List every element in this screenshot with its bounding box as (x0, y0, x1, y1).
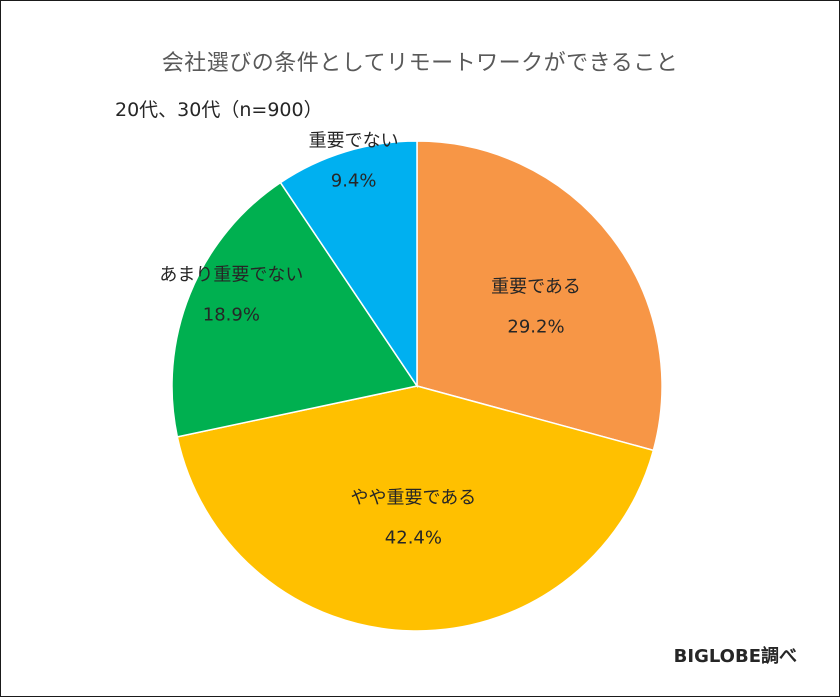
slice-category-label: あまり重要でない (159, 264, 303, 285)
chart-subtitle: 20代、30代（n=900） (115, 99, 323, 121)
pie-labels: 重要である 29.2% やや重要である 42.4% あまり重要でない 18.9% 重要でない… (159, 130, 581, 548)
pie-slices (171, 140, 663, 632)
pie-slice (416, 140, 663, 452)
slice-value-label: 9.4% (331, 170, 377, 191)
source-credit: BIGLOBE調べ (673, 646, 797, 667)
slice-category-label: 重要である (491, 277, 581, 298)
chart-title: 会社選びの条件としてリモートワークができること (161, 51, 679, 76)
slice-value-label: 18.9% (203, 304, 260, 325)
slice-category-label: 重要でない (309, 130, 399, 151)
slice-value-label: 29.2% (507, 317, 564, 338)
slice-category-label: やや重要である (350, 487, 476, 508)
pie-slice (176, 385, 655, 632)
pie-slice (279, 140, 418, 389)
slice-value-label: 42.4% (385, 527, 442, 548)
pie-slice (171, 181, 419, 438)
